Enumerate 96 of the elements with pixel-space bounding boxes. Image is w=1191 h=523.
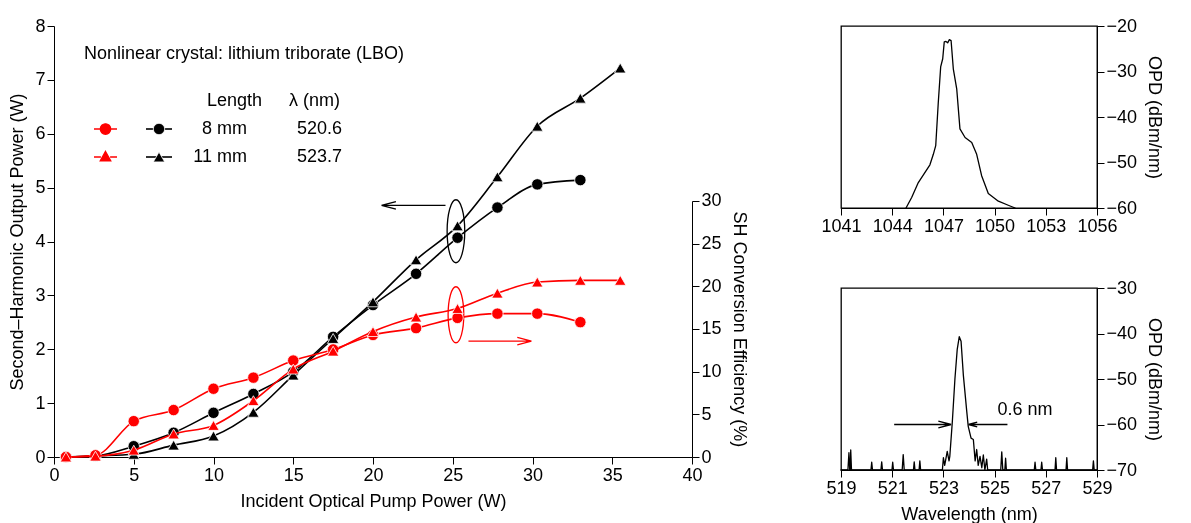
x-axis-title: Wavelength (nm) bbox=[901, 503, 1038, 523]
point bbox=[247, 371, 260, 384]
x-tick-label: 1053 bbox=[1026, 215, 1067, 236]
point bbox=[127, 415, 140, 428]
point bbox=[531, 120, 544, 132]
y-tick-label: −60 bbox=[1106, 414, 1138, 434]
point bbox=[207, 406, 220, 419]
point bbox=[409, 322, 423, 335]
y-tick-label: 4 bbox=[35, 231, 46, 251]
y-tick-label: −30 bbox=[1106, 277, 1138, 298]
x-tick-label: 519 bbox=[826, 477, 857, 498]
y2-tick-label: 15 bbox=[701, 318, 722, 339]
point bbox=[574, 173, 587, 187]
point bbox=[167, 439, 180, 451]
point bbox=[574, 316, 587, 329]
y-tick-label: 8 bbox=[35, 15, 46, 36]
y-tick-label: 1 bbox=[35, 392, 46, 413]
x-tick-label: 1056 bbox=[1077, 215, 1118, 236]
point bbox=[287, 354, 300, 367]
y-tick-label: −60 bbox=[1106, 197, 1138, 218]
point bbox=[366, 326, 380, 337]
y-tick-label: 3 bbox=[35, 284, 46, 305]
point bbox=[409, 267, 423, 280]
point bbox=[451, 220, 464, 232]
x-tick-label: 523 bbox=[928, 477, 959, 498]
point bbox=[531, 307, 544, 320]
point bbox=[491, 171, 504, 183]
x-tick-label: 40 bbox=[682, 464, 703, 485]
legend-label: 8 mm bbox=[202, 118, 247, 138]
x-tick-label: 5 bbox=[129, 464, 140, 485]
x-tick-label: 25 bbox=[443, 464, 464, 485]
annotation: 523.7 bbox=[297, 146, 343, 166]
point bbox=[574, 275, 587, 286]
point bbox=[531, 276, 544, 288]
y-tick-label: −20 bbox=[1106, 15, 1138, 36]
annotation: 520.6 bbox=[297, 118, 343, 138]
y-axis-title: OPD (dBm/nm) bbox=[1145, 55, 1166, 180]
annotation: Nonlinear crystal: lithium triborate (LBO) bbox=[84, 43, 405, 63]
point bbox=[167, 403, 180, 417]
point bbox=[366, 296, 380, 308]
y-tick-label: −40 bbox=[1106, 106, 1138, 127]
point bbox=[207, 382, 220, 395]
x-tick-label: 1044 bbox=[872, 215, 913, 236]
point bbox=[207, 420, 220, 431]
annotation: λ (nm) bbox=[289, 90, 340, 110]
point bbox=[531, 178, 544, 191]
point bbox=[451, 231, 464, 244]
x-tick-label: 527 bbox=[1031, 477, 1062, 498]
x-tick-label: 15 bbox=[283, 464, 304, 485]
x-tick-label: 30 bbox=[522, 464, 544, 485]
y-tick-label: −70 bbox=[1106, 459, 1138, 480]
point bbox=[491, 287, 504, 299]
point bbox=[491, 307, 504, 320]
x-tick-label: 0 bbox=[49, 464, 60, 485]
x-tick-label: 529 bbox=[1082, 477, 1113, 498]
x-tick-label: 35 bbox=[602, 464, 623, 485]
y-tick-label: 2 bbox=[35, 338, 46, 359]
y-tick-label: −40 bbox=[1106, 323, 1138, 343]
x-tick-label: 10 bbox=[203, 464, 225, 485]
y2-tick-label: 0 bbox=[701, 446, 712, 467]
point bbox=[451, 303, 464, 314]
x-tick-label: 525 bbox=[980, 477, 1011, 498]
y-tick-label: −50 bbox=[1106, 152, 1138, 172]
point bbox=[247, 395, 260, 407]
y-axis-title: OPD (dBm/nm) bbox=[1145, 317, 1166, 442]
point bbox=[574, 92, 587, 104]
x-tick-label: 20 bbox=[363, 464, 384, 485]
y2-tick-label: 30 bbox=[701, 190, 722, 211]
y2-axis-title: SH Conversion Efficiency (%) bbox=[729, 211, 750, 448]
y-tick-label: 6 bbox=[35, 123, 46, 144]
y-tick-label: 7 bbox=[35, 69, 46, 90]
x-axis-title: Incident Optical Pump Power (W) bbox=[240, 490, 507, 511]
point bbox=[614, 62, 627, 74]
y-tick-label: −30 bbox=[1106, 61, 1138, 81]
point bbox=[247, 406, 260, 418]
legend-label: 11 mm bbox=[193, 146, 247, 166]
y2-tick-label: 10 bbox=[701, 361, 722, 382]
y2-tick-label: 25 bbox=[701, 233, 722, 254]
point bbox=[614, 275, 627, 286]
point bbox=[409, 254, 423, 266]
x-tick-label: 1041 bbox=[821, 215, 862, 236]
point bbox=[207, 430, 220, 442]
y-tick-label: 5 bbox=[35, 177, 46, 198]
y2-tick-label: 20 bbox=[701, 275, 722, 296]
x-tick-label: 521 bbox=[877, 477, 908, 498]
legend-title: Length bbox=[207, 90, 263, 110]
point bbox=[491, 201, 504, 214]
x-tick-label: 1050 bbox=[975, 215, 1016, 236]
x-tick-label: 1047 bbox=[923, 215, 964, 236]
annotation: 0.6 nm bbox=[997, 399, 1053, 419]
y-axis-title: Second–Harmonic Output Power (W) bbox=[7, 93, 28, 391]
y-tick-label: −50 bbox=[1106, 368, 1138, 389]
y-tick-label: 0 bbox=[35, 446, 46, 467]
point bbox=[127, 444, 140, 456]
point bbox=[409, 311, 423, 323]
y2-tick-label: 5 bbox=[701, 403, 712, 424]
